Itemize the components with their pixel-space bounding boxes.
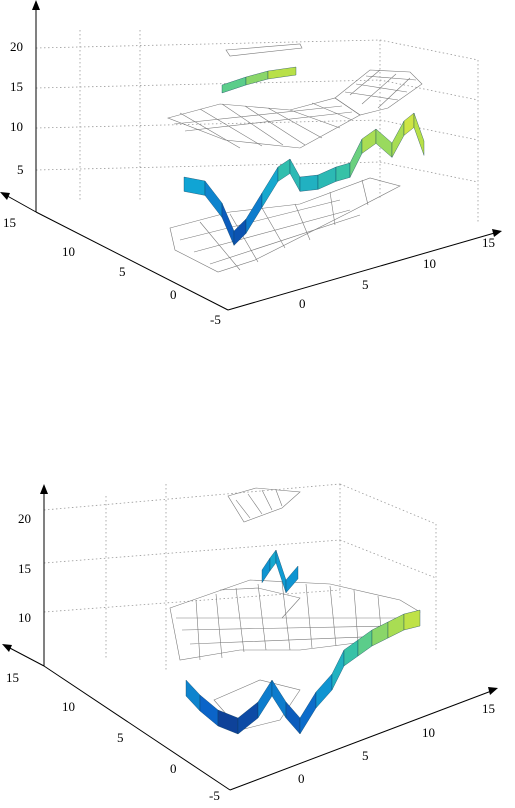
surface-patch (403, 112, 415, 136)
left-axis-tick: 15 (6, 670, 19, 685)
left-axis-tick: -5 (210, 312, 221, 327)
surface-patch (183, 176, 206, 196)
surface-patch (299, 174, 319, 192)
surface-patch (391, 120, 405, 158)
chart-bottom-axes (2, 484, 498, 791)
chart-top-surface (183, 66, 425, 246)
left-axis-tick: -5 (209, 788, 220, 803)
surface-patch (204, 180, 223, 218)
z-tick: 15 (10, 79, 23, 94)
chart-bottom-frame (43, 483, 437, 670)
surface-patch (185, 679, 201, 712)
chart-top-wireframes (167, 43, 423, 273)
left-axis-tick: 10 (62, 244, 75, 259)
surface-patch (371, 621, 389, 647)
right-axis-tick: 10 (422, 725, 435, 740)
chart-top-ticks: 20 15 10 5 15 10 5 0 -5 0 5 10 15 (3, 39, 495, 327)
surface-patch (403, 609, 421, 631)
chart-top: 20 15 10 5 15 10 5 0 -5 0 5 10 15 (0, 0, 502, 327)
left-axis-tick: 15 (3, 215, 16, 230)
left-axis-tick: 0 (170, 287, 177, 302)
surface-patch (221, 202, 235, 246)
surface-patch (221, 76, 247, 94)
surface-patch (349, 138, 363, 178)
surface-patch (335, 162, 351, 182)
surface-patch (267, 66, 297, 80)
surface-patch (285, 701, 301, 735)
surface-patch (285, 565, 299, 594)
z-tick: 5 (17, 162, 24, 177)
left-axis-tick: 5 (117, 730, 124, 745)
surface-patch (275, 549, 287, 593)
chart-bottom-ticks: 20 15 10 15 10 5 0 -5 0 5 10 15 (6, 511, 495, 803)
left-axis-tick: 5 (119, 264, 126, 279)
z-tick: 10 (10, 119, 23, 134)
right-axis-tick: 0 (299, 296, 306, 311)
chart-top-frame (35, 30, 479, 222)
z-tick: 10 (18, 610, 31, 625)
chart-bottom-surface (185, 549, 421, 735)
surface-patch (387, 613, 405, 639)
right-axis-tick: 5 (362, 748, 369, 763)
surface-patch (317, 166, 337, 190)
right-axis-tick: 0 (298, 771, 305, 786)
right-axis-tick: 10 (423, 256, 436, 271)
left-axis-tick: 0 (170, 761, 177, 776)
surface-patch (277, 158, 291, 182)
surface-patch (413, 112, 425, 156)
surface-patch (361, 128, 377, 154)
surface-patch (299, 691, 317, 735)
chart-bottom: 20 15 10 15 10 5 0 -5 0 5 10 15 (2, 483, 498, 803)
right-axis-tick: 15 (482, 235, 495, 250)
z-tick: 20 (10, 39, 23, 54)
surface-patch (331, 649, 345, 691)
chart-bottom-wireframes (169, 487, 421, 731)
surface-patch (233, 218, 247, 246)
surface-patch (257, 679, 273, 719)
left-axis-tick: 10 (62, 699, 75, 714)
surface-patch (217, 709, 239, 735)
right-axis-tick: 5 (362, 277, 369, 292)
chart-top-axes (0, 0, 502, 311)
z-tick: 15 (18, 561, 31, 576)
z-tick: 20 (18, 511, 31, 526)
surface-patch (245, 192, 263, 235)
surface-patch (237, 701, 259, 735)
surface-patch (315, 673, 333, 709)
surface-patch (261, 557, 271, 584)
right-axis-tick: 15 (482, 701, 495, 716)
surface-patch (375, 128, 393, 158)
surface-patch (289, 158, 301, 193)
surface-patch (269, 549, 277, 572)
surface-patch (357, 629, 373, 657)
surface-patch (261, 166, 279, 209)
